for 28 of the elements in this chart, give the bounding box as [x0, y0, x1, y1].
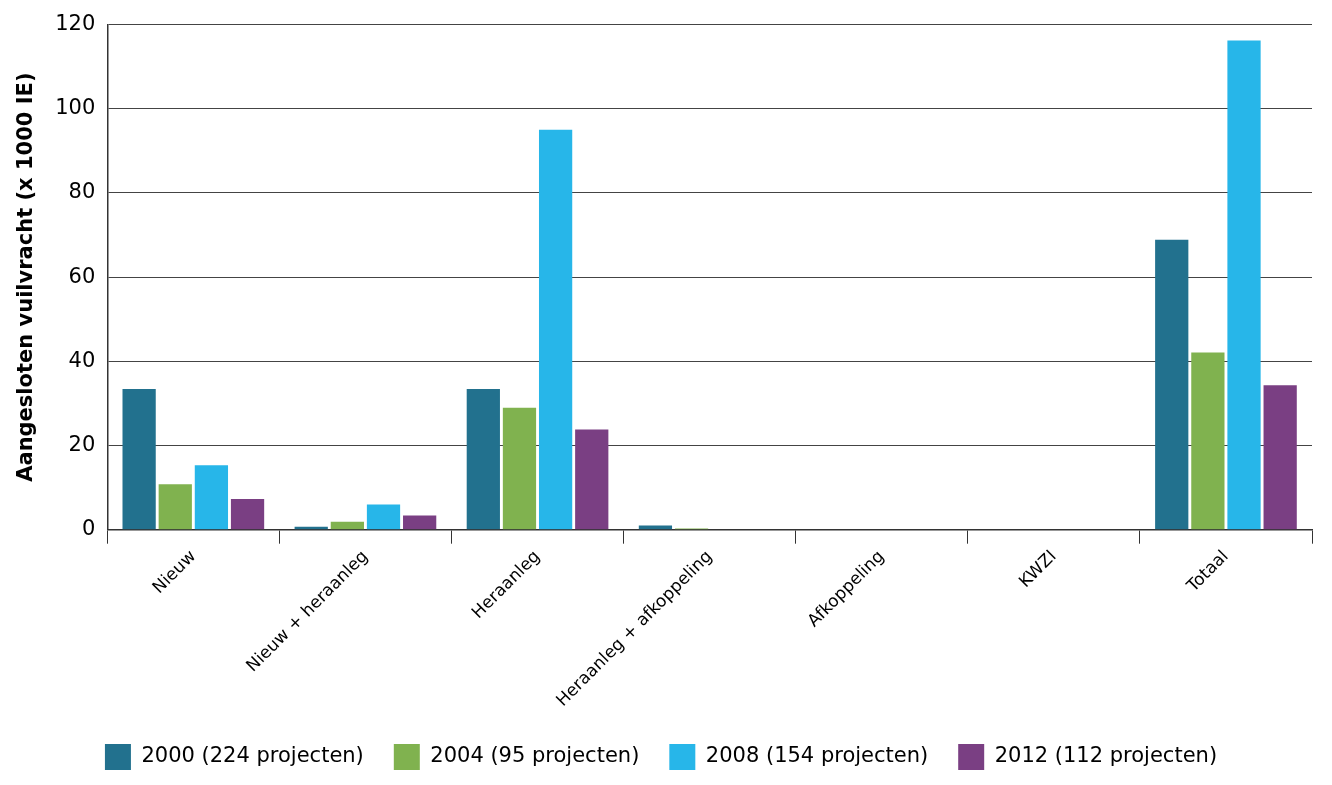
y-tick-label: 40	[68, 347, 96, 372]
y-tick-label: 0	[81, 516, 96, 541]
bar	[466, 389, 500, 530]
bar	[122, 389, 156, 530]
y-tick-label: 80	[68, 179, 96, 204]
y-tick-label: 120	[55, 11, 96, 36]
y-axis-title: Aangesloten vuilvracht (x 1000 IE)	[13, 72, 38, 482]
bar	[158, 484, 192, 530]
bar	[230, 498, 265, 530]
bar	[403, 515, 437, 530]
legend-label: 2000 (224 projecten)	[141, 743, 364, 768]
y-tick-label: 60	[68, 263, 96, 288]
legend-label: 2012 (112 projecten)	[994, 743, 1218, 768]
bar	[1263, 385, 1297, 530]
bar	[638, 525, 673, 530]
y-tick-label: 100	[55, 95, 96, 120]
bar	[366, 504, 401, 530]
bar	[502, 407, 537, 530]
bar	[194, 465, 229, 530]
bar	[1191, 352, 1225, 530]
bar	[575, 429, 609, 530]
bar	[330, 521, 364, 530]
bar	[1155, 239, 1189, 530]
bar	[1227, 40, 1261, 530]
legend-label: 2008 (154 projecten)	[705, 743, 929, 768]
legend-label: 2004 (95 projecten)	[430, 743, 640, 768]
bar	[538, 129, 573, 530]
y-tick-label: 20	[68, 431, 96, 456]
